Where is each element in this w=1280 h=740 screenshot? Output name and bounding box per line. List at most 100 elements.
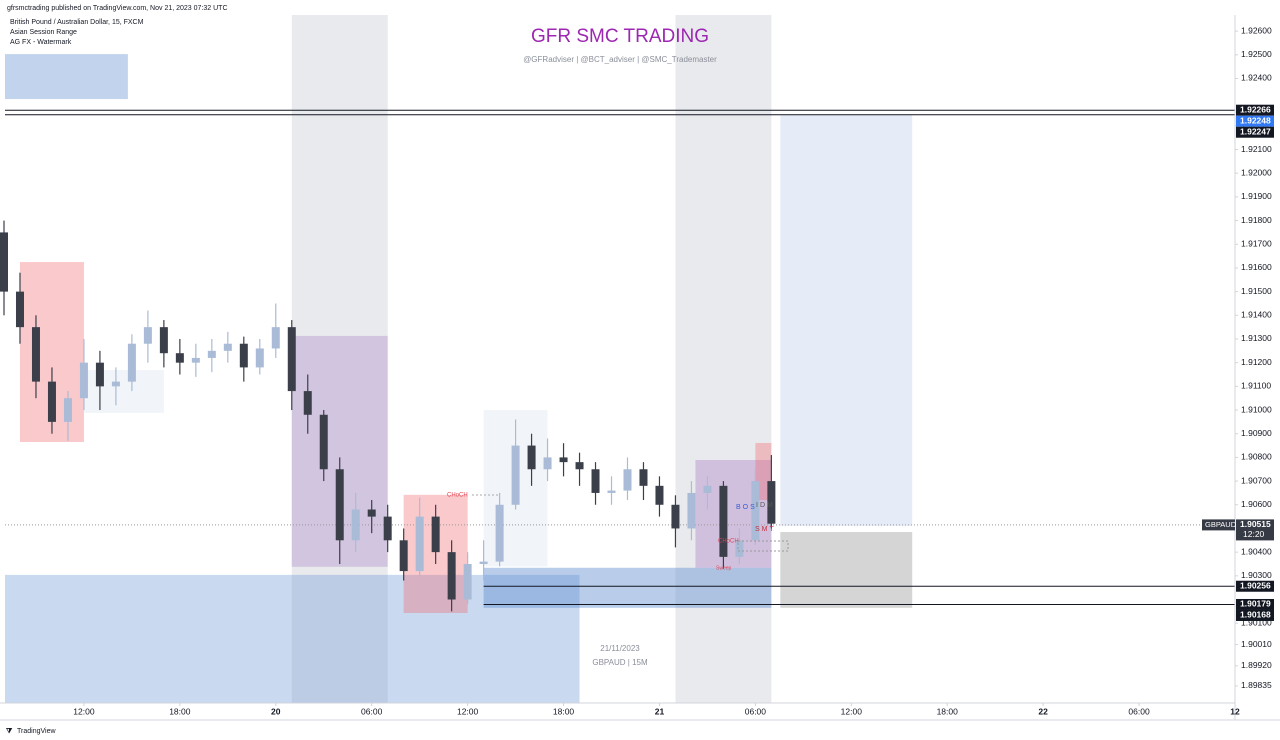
candle-body	[319, 414, 328, 470]
candle-body	[751, 481, 760, 541]
y-tick-label: 1.91500	[1241, 286, 1272, 296]
candle-body	[47, 381, 56, 422]
candle-body	[0, 232, 9, 292]
session-band	[291, 15, 388, 703]
candle-body	[767, 481, 776, 524]
price-label: 1.92266	[1240, 104, 1271, 114]
candle-body	[591, 469, 600, 493]
y-tick-label: 1.91700	[1241, 239, 1272, 249]
y-tick-label: 1.92500	[1241, 49, 1272, 59]
candle-body	[191, 357, 200, 363]
candle-body	[575, 462, 584, 470]
y-tick-label: 1.89835	[1241, 680, 1272, 690]
y-tick-label: 1.91100	[1241, 381, 1271, 391]
candle-body	[255, 348, 264, 368]
y-tick-label: 1.90700	[1241, 475, 1272, 485]
y-tick-label: 1.91300	[1241, 333, 1272, 343]
candle-body	[511, 445, 520, 505]
watermark-symbol: GBPAUD | 15M	[592, 658, 648, 667]
y-tick-label: 1.90100	[1241, 617, 1272, 627]
candle-body	[303, 391, 312, 415]
legend-line: Asian Session Range	[10, 29, 77, 36]
annotation: BOS	[736, 504, 757, 511]
y-tick-label: 1.92100	[1241, 144, 1272, 154]
annotation: IDM	[756, 502, 775, 509]
x-tick-label: 22	[1038, 706, 1048, 716]
price-label: 1.92248	[1240, 115, 1271, 125]
candle-body	[719, 485, 728, 557]
x-tick-label: 18:00	[553, 706, 575, 716]
candle-body	[735, 540, 744, 557]
candle-body	[143, 327, 152, 344]
price-label-bg	[1236, 126, 1274, 138]
x-tick-label: 12:00	[73, 706, 95, 716]
candle-body	[127, 343, 136, 382]
candle-body	[495, 504, 504, 562]
y-tick-label: 1.91800	[1241, 215, 1272, 225]
x-tick-label: 18:00	[169, 706, 191, 716]
x-tick-label: 18:00	[937, 706, 959, 716]
y-tick-label: 1.90010	[1241, 639, 1272, 649]
candle-body	[543, 457, 552, 470]
candle-body	[159, 327, 168, 354]
candle-body	[239, 343, 248, 368]
y-tick-label: 1.92000	[1241, 167, 1272, 177]
y-tick-label: 1.90900	[1241, 428, 1272, 438]
y-tick-label: 1.92400	[1241, 73, 1272, 83]
candle-body	[15, 291, 24, 328]
axes: 1.926001.925001.924001.922001.921001.920…	[73, 25, 1274, 716]
symbol-label: GBPAUD	[1205, 520, 1237, 529]
watermark-subtitle: @GFRadviser | @BCT_adviser | @SMC_Tradem…	[523, 55, 717, 64]
y-tick-label: 1.91900	[1241, 191, 1272, 201]
candle-body	[671, 504, 680, 529]
candle-body	[447, 552, 456, 600]
x-tick-label: 12:00	[841, 706, 863, 716]
x-tick-label: 12:00	[457, 706, 479, 716]
legend-line: British Pound / Australian Dollar, 15, F…	[10, 19, 144, 26]
watermark-date: 21/11/2023	[600, 644, 640, 653]
y-tick-label: 1.89920	[1241, 660, 1272, 670]
annotation: CHoCH	[718, 539, 739, 545]
candle-body	[415, 516, 424, 572]
price-label-bg	[1236, 609, 1274, 621]
price-label: 1.90168	[1240, 610, 1271, 620]
candle-body	[607, 490, 616, 493]
x-tick-label: 20	[271, 706, 281, 716]
candle-body	[95, 362, 104, 387]
price-label-bg	[1236, 598, 1274, 610]
candle-body	[431, 516, 440, 553]
x-tick-label: 06:00	[1128, 706, 1150, 716]
last-price-bg	[1236, 519, 1274, 541]
footer-brand: TradingView	[17, 728, 56, 735]
candle-body	[351, 509, 360, 541]
y-tick-label: 1.91400	[1241, 310, 1272, 320]
y-tick-label: 1.91200	[1241, 357, 1272, 367]
zone	[780, 115, 913, 526]
y-tick-label: 1.92600	[1241, 25, 1272, 35]
x-tick-label: 06:00	[361, 706, 383, 716]
x-tick-label: 06:00	[745, 706, 767, 716]
price-label-bg	[1236, 104, 1274, 116]
legend-line: AG FX - Watermark	[10, 39, 72, 46]
zone	[5, 54, 128, 100]
watermark-title: GFR SMC TRADING	[531, 26, 709, 47]
candle-body	[687, 492, 696, 529]
price-label-bg	[1236, 115, 1274, 127]
candle-body	[463, 563, 472, 600]
candle-body	[655, 485, 664, 505]
candle-body	[559, 457, 568, 463]
candle-body	[527, 445, 536, 470]
candle-body	[207, 350, 216, 358]
candle-body	[367, 509, 376, 517]
candle-body	[399, 540, 408, 572]
y-tick-label: 1.90600	[1241, 499, 1272, 509]
candle-body	[703, 485, 712, 493]
last-price-label: 1.90515	[1240, 519, 1271, 529]
candle-body	[479, 561, 488, 564]
candle-body	[287, 327, 296, 392]
annotation: CHoCH	[447, 493, 468, 499]
y-tick-label: 1.90300	[1241, 570, 1272, 580]
price-label-bg	[1236, 580, 1274, 592]
zone	[483, 567, 772, 608]
